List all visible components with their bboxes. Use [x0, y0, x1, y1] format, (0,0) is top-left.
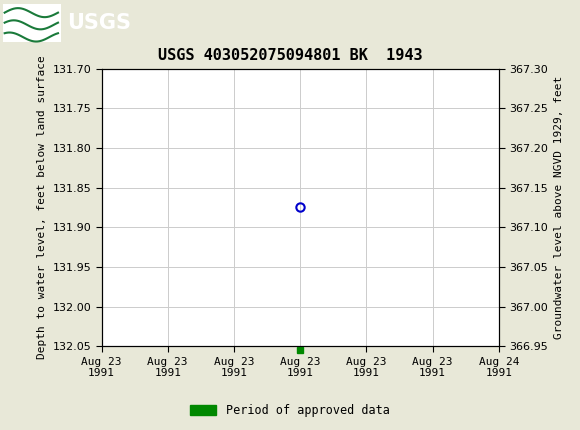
Text: USGS 403052075094801 BK  1943: USGS 403052075094801 BK 1943	[158, 49, 422, 63]
Y-axis label: Depth to water level, feet below land surface: Depth to water level, feet below land su…	[37, 55, 47, 359]
Bar	[3, 3, 61, 42]
Y-axis label: Groundwater level above NGVD 1929, feet: Groundwater level above NGVD 1929, feet	[554, 76, 564, 339]
Text: USGS: USGS	[67, 12, 130, 33]
Legend: Period of approved data: Period of approved data	[186, 399, 394, 422]
